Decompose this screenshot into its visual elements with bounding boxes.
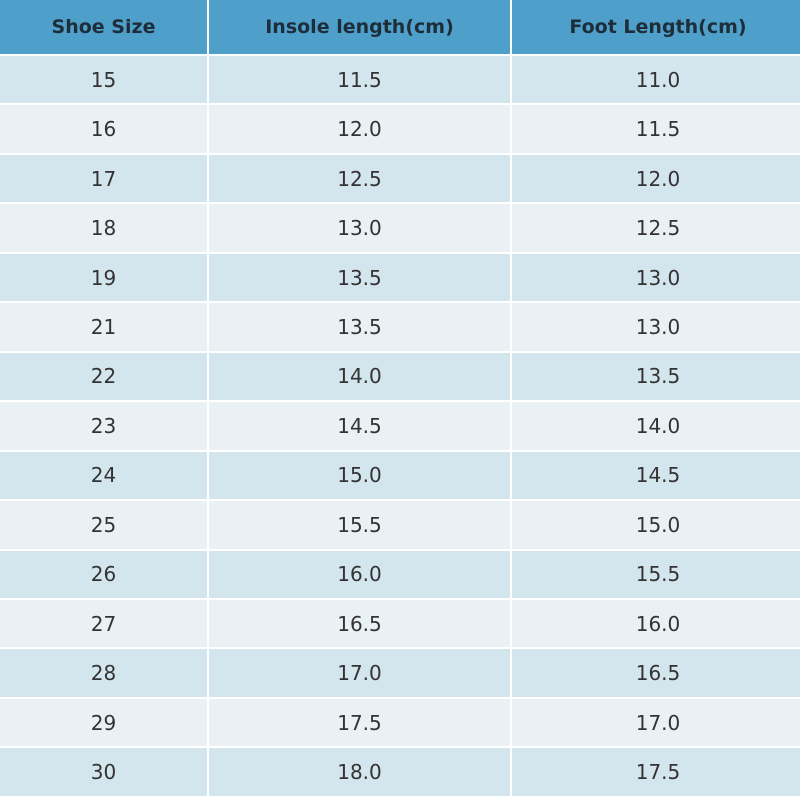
table-cell: 12.5 <box>512 204 800 252</box>
table-cell: 13.5 <box>209 303 510 351</box>
table-cell: 16.0 <box>209 550 510 598</box>
table-row: 28 17.0 16.5 <box>0 649 800 697</box>
table-cell: 17.5 <box>209 698 510 747</box>
table-cell: 25 <box>0 501 207 549</box>
header-row: Shoe Size Insole length(cm) Foot Length(cm… <box>0 0 800 54</box>
table-cell: 22 <box>0 352 207 401</box>
table-cell: 13.0 <box>512 253 800 302</box>
table-cell: 11.5 <box>209 56 510 104</box>
table-cell: 14.5 <box>209 402 510 450</box>
table-cell: 12.5 <box>209 154 510 203</box>
table-cell: 11.0 <box>512 56 800 104</box>
table-cell: 17.0 <box>209 649 510 697</box>
table-cell: 29 <box>0 698 207 747</box>
table-row: 26 16.0 15.5 <box>0 550 800 598</box>
table-cell: 17.0 <box>512 698 800 747</box>
table-row: 19 13.5 13.0 <box>0 253 800 302</box>
table-cell: 23 <box>0 402 207 450</box>
table-row: 23 14.5 14.0 <box>0 402 800 450</box>
table-cell: 13.0 <box>209 204 510 252</box>
table-cell: 12.0 <box>209 105 510 153</box>
table-cell: 15.0 <box>512 501 800 549</box>
table-row: 21 13.5 13.0 <box>0 303 800 351</box>
header-cell: Foot Length(cm) <box>512 0 800 54</box>
header-cell: Shoe Size <box>0 0 207 54</box>
table-cell: 26 <box>0 550 207 598</box>
table-row: 29 17.5 17.0 <box>0 698 800 747</box>
table-cell: 15.0 <box>209 451 510 500</box>
table-cell: 24 <box>0 451 207 500</box>
table-row: 27 16.5 16.0 <box>0 599 800 648</box>
table-cell: 16.0 <box>512 599 800 648</box>
table-cell: 11.5 <box>512 105 800 153</box>
table-cell: 27 <box>0 599 207 648</box>
table-cell: 16.5 <box>512 649 800 697</box>
table-cell: 16 <box>0 105 207 153</box>
table-cell: 28 <box>0 649 207 697</box>
table-cell: 14.5 <box>512 451 800 500</box>
table-body: 15 11.5 11.0 16 12.0 11.5 17 12.5 12.0 18 13.0 12.5… <box>0 56 800 796</box>
table-cell: 13.5 <box>512 352 800 401</box>
table-cell: 14.0 <box>512 402 800 450</box>
table-row: 30 18.0 17.5 <box>0 748 800 796</box>
table-cell: 30 <box>0 748 207 796</box>
table-cell: 18.0 <box>209 748 510 796</box>
table-cell: 17 <box>0 154 207 203</box>
table-row: 16 12.0 11.5 <box>0 105 800 153</box>
table-cell: 16.5 <box>209 599 510 648</box>
table-header: Shoe Size Insole length(cm) Foot Length(cm… <box>0 0 800 54</box>
table-cell: 18 <box>0 204 207 252</box>
table-cell: 15.5 <box>209 501 510 549</box>
table-cell: 21 <box>0 303 207 351</box>
table-cell: 13.0 <box>512 303 800 351</box>
table-row: 22 14.0 13.5 <box>0 352 800 401</box>
table-row: 17 12.5 12.0 <box>0 154 800 203</box>
table-row: 15 11.5 11.0 <box>0 56 800 104</box>
table-cell: 14.0 <box>209 352 510 401</box>
table-cell: 17.5 <box>512 748 800 796</box>
table-cell: 15.5 <box>512 550 800 598</box>
table-row: 24 15.0 14.5 <box>0 451 800 500</box>
table-cell: 12.0 <box>512 154 800 203</box>
table-cell: 19 <box>0 253 207 302</box>
table-row: 25 15.5 15.0 <box>0 501 800 549</box>
table-cell: 13.5 <box>209 253 510 302</box>
table-cell: 15 <box>0 56 207 104</box>
table-row: 18 13.0 12.5 <box>0 204 800 252</box>
header-cell: Insole length(cm) <box>209 0 510 54</box>
